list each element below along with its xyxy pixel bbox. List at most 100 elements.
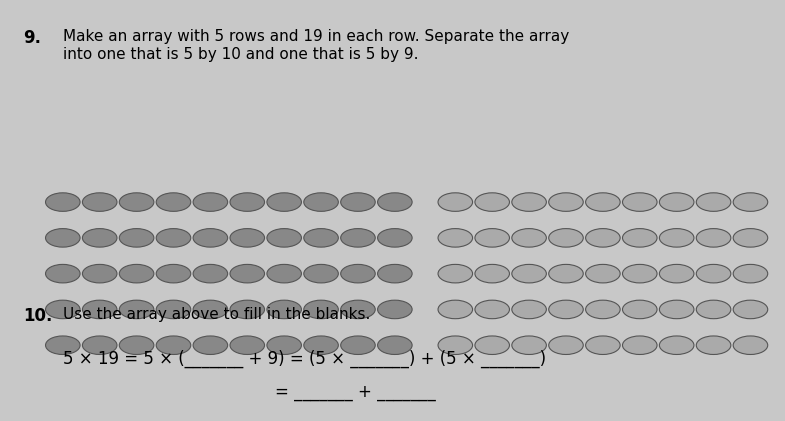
Circle shape <box>623 193 657 211</box>
Circle shape <box>696 264 731 283</box>
Circle shape <box>304 336 338 354</box>
Circle shape <box>586 300 620 319</box>
Circle shape <box>586 229 620 247</box>
Circle shape <box>512 229 546 247</box>
Circle shape <box>475 336 509 354</box>
Circle shape <box>156 229 191 247</box>
Text: 10.: 10. <box>24 307 53 325</box>
Circle shape <box>733 300 768 319</box>
Circle shape <box>267 193 301 211</box>
Circle shape <box>119 300 154 319</box>
Circle shape <box>623 229 657 247</box>
Text: Make an array with 5 rows and 19 in each row. Separate the array
into one that i: Make an array with 5 rows and 19 in each… <box>63 29 569 62</box>
Circle shape <box>586 264 620 283</box>
Circle shape <box>475 264 509 283</box>
Circle shape <box>378 264 412 283</box>
Circle shape <box>586 193 620 211</box>
Circle shape <box>586 336 620 354</box>
Circle shape <box>549 193 583 211</box>
Circle shape <box>119 264 154 283</box>
Circle shape <box>82 264 117 283</box>
Circle shape <box>46 336 80 354</box>
Circle shape <box>230 264 265 283</box>
Text: = _______: = _______ <box>275 417 352 421</box>
Circle shape <box>341 229 375 247</box>
Circle shape <box>659 336 694 354</box>
Circle shape <box>696 193 731 211</box>
Circle shape <box>82 300 117 319</box>
Circle shape <box>82 229 117 247</box>
Circle shape <box>378 300 412 319</box>
Circle shape <box>438 229 473 247</box>
Circle shape <box>549 229 583 247</box>
Circle shape <box>193 300 228 319</box>
Circle shape <box>623 336 657 354</box>
Circle shape <box>304 300 338 319</box>
Circle shape <box>267 229 301 247</box>
Circle shape <box>119 229 154 247</box>
Circle shape <box>230 229 265 247</box>
Circle shape <box>475 193 509 211</box>
Circle shape <box>733 264 768 283</box>
Circle shape <box>46 193 80 211</box>
Circle shape <box>193 193 228 211</box>
Circle shape <box>512 264 546 283</box>
Circle shape <box>378 336 412 354</box>
Text: = _______ + _______: = _______ + _______ <box>275 383 436 401</box>
Circle shape <box>475 229 509 247</box>
Circle shape <box>696 229 731 247</box>
Circle shape <box>341 193 375 211</box>
Circle shape <box>82 336 117 354</box>
Circle shape <box>304 264 338 283</box>
Circle shape <box>438 264 473 283</box>
Circle shape <box>549 300 583 319</box>
Circle shape <box>341 336 375 354</box>
Circle shape <box>438 300 473 319</box>
Circle shape <box>119 193 154 211</box>
Circle shape <box>623 264 657 283</box>
Circle shape <box>46 229 80 247</box>
Circle shape <box>193 264 228 283</box>
Circle shape <box>230 193 265 211</box>
Circle shape <box>623 300 657 319</box>
Circle shape <box>659 193 694 211</box>
Circle shape <box>512 336 546 354</box>
Circle shape <box>549 336 583 354</box>
Circle shape <box>659 229 694 247</box>
Circle shape <box>549 264 583 283</box>
Circle shape <box>46 264 80 283</box>
Circle shape <box>733 336 768 354</box>
Circle shape <box>82 193 117 211</box>
Circle shape <box>378 193 412 211</box>
Text: 5 × 19 = 5 × (_______ + 9) = (5 × _______) + (5 × _______): 5 × 19 = 5 × (_______ + 9) = (5 × ______… <box>63 349 546 368</box>
Circle shape <box>267 264 301 283</box>
Circle shape <box>659 264 694 283</box>
Circle shape <box>378 229 412 247</box>
Circle shape <box>696 336 731 354</box>
Circle shape <box>696 300 731 319</box>
Text: Use the array above to fill in the blanks.: Use the array above to fill in the blank… <box>63 307 371 322</box>
Circle shape <box>659 300 694 319</box>
Circle shape <box>230 336 265 354</box>
Circle shape <box>304 193 338 211</box>
Circle shape <box>733 229 768 247</box>
Circle shape <box>267 336 301 354</box>
Circle shape <box>46 300 80 319</box>
Circle shape <box>341 264 375 283</box>
Circle shape <box>193 229 228 247</box>
Circle shape <box>119 336 154 354</box>
Circle shape <box>733 193 768 211</box>
Circle shape <box>156 193 191 211</box>
Circle shape <box>156 336 191 354</box>
Circle shape <box>304 229 338 247</box>
Circle shape <box>475 300 509 319</box>
Circle shape <box>193 336 228 354</box>
Circle shape <box>267 300 301 319</box>
Circle shape <box>438 193 473 211</box>
Circle shape <box>512 300 546 319</box>
Circle shape <box>438 336 473 354</box>
Circle shape <box>341 300 375 319</box>
Circle shape <box>156 264 191 283</box>
Circle shape <box>156 300 191 319</box>
Text: 9.: 9. <box>24 29 42 48</box>
